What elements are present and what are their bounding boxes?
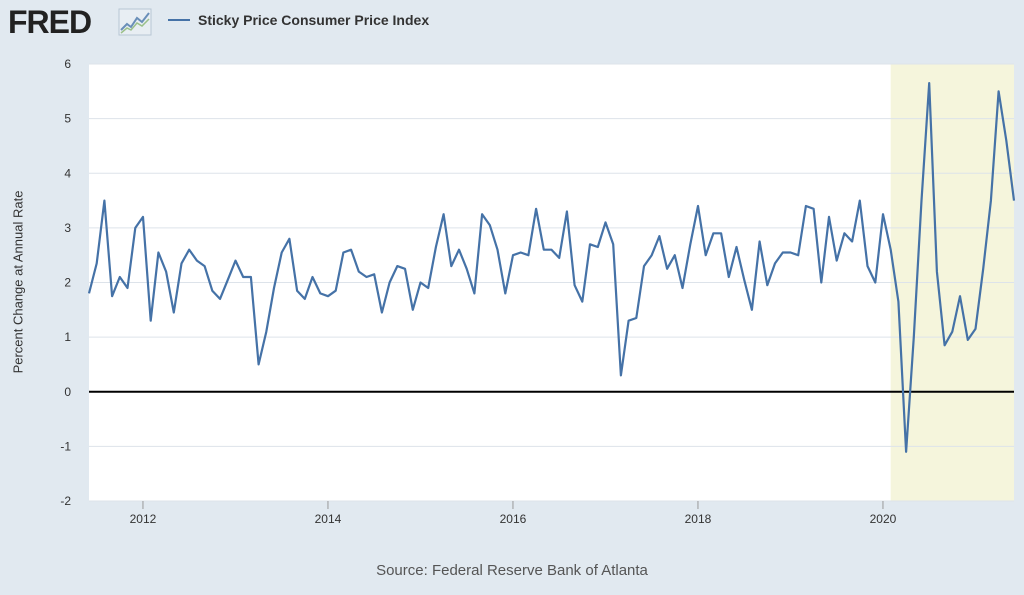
x-tick-label: 2016 xyxy=(500,512,527,526)
x-axis-ticks: 2012 2014 2016 2018 2020 xyxy=(130,501,897,526)
y-tick-label: -1 xyxy=(60,439,71,453)
trend-line-icon xyxy=(118,8,152,36)
chart-canvas: 6 5 4 3 2 1 0 -1 -2 2012 2014 2016 2018 2020 xyxy=(60,57,1016,526)
legend-label: Sticky Price Consumer Price Index xyxy=(198,12,430,28)
legend: Sticky Price Consumer Price Index xyxy=(168,12,429,28)
y-tick-label: 4 xyxy=(64,166,71,180)
series-line xyxy=(87,81,1016,453)
y-tick-label: -2 xyxy=(60,494,71,508)
y-tick-label: 0 xyxy=(64,385,71,399)
y-tick-label: 3 xyxy=(64,221,71,235)
chart-header: FRED Sticky Price Consumer Price Index xyxy=(0,0,1024,50)
y-tick-label: 1 xyxy=(64,330,71,344)
x-tick-label: 2012 xyxy=(130,512,157,526)
fred-logo[interactable]: FRED xyxy=(8,4,92,40)
y-axis-label: Percent Change at Annual Rate xyxy=(10,190,26,374)
x-tick-label: 2020 xyxy=(870,512,897,526)
series-layer xyxy=(87,81,1016,453)
legend-swatch xyxy=(168,19,190,21)
x-tick-label: 2018 xyxy=(685,512,712,526)
y-tick-label: 2 xyxy=(64,276,71,290)
y-tick-label: 6 xyxy=(64,57,71,71)
y-tick-label: 5 xyxy=(64,112,71,126)
x-tick-label: 2014 xyxy=(315,512,342,526)
y-axis-ticks: 6 5 4 3 2 1 0 -1 -2 xyxy=(60,57,71,508)
source-note: Source: Federal Reserve Bank of Atlanta xyxy=(376,562,648,579)
gridlines xyxy=(89,63,1014,502)
